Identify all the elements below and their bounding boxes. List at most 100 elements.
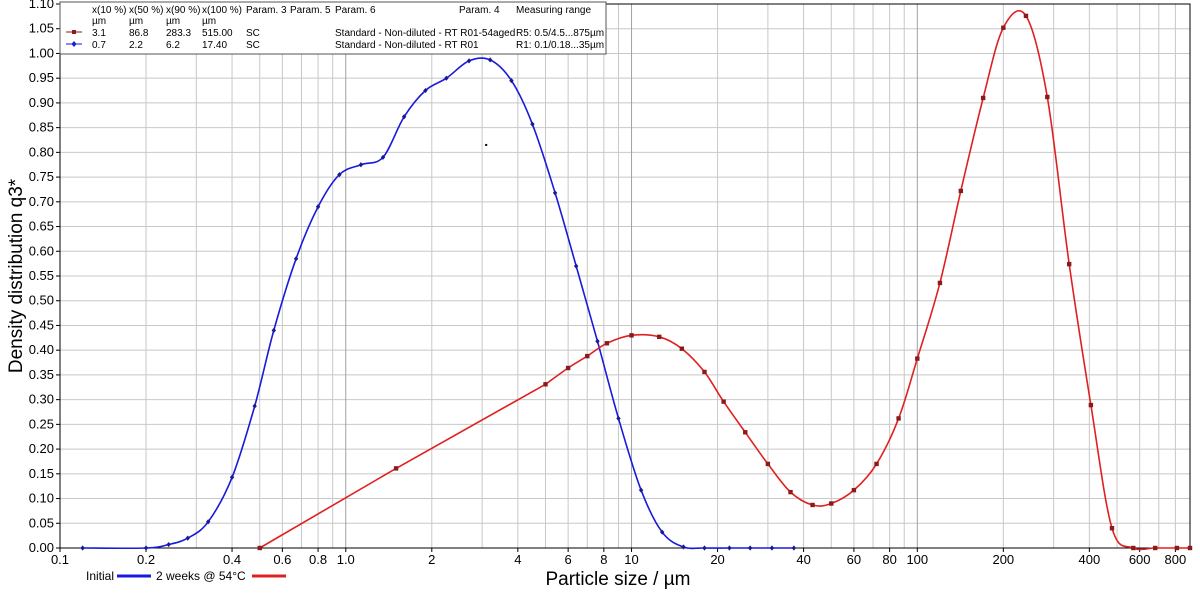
data-point-square [1153, 545, 1158, 551]
y-tick-label: 0.20 [29, 441, 54, 456]
data-point-square [958, 188, 964, 194]
data-point-diamond [380, 154, 386, 160]
data-point-square [543, 382, 548, 387]
data-point-diamond [595, 338, 600, 344]
data-point-square [1066, 261, 1072, 267]
data-point-square [788, 489, 793, 495]
table-legend-box [59, 1, 607, 55]
table-header-cell: Measuring range [516, 5, 591, 16]
x-tick-label: 600 [1129, 552, 1151, 567]
x-tick-label: 4 [514, 552, 521, 567]
y-axis-title: Density distribution q3* [6, 178, 27, 373]
data-point-square [1045, 94, 1050, 100]
table-header-cell: x(90 %) [166, 5, 200, 16]
data-point-square [657, 334, 662, 340]
y-tick-label: 0.30 [29, 392, 54, 407]
table-range-cell: R5: 0.5/4.5...875µm [516, 28, 604, 39]
table-header-cell: Param. 5 [290, 5, 331, 16]
table-header-cell: x(10 %) [92, 5, 126, 16]
x-tick-label: 1.0 [337, 552, 355, 567]
data-point-diamond [358, 162, 364, 168]
table-row-marker [72, 30, 76, 34]
x-tick-label: 400 [1079, 552, 1101, 567]
data-point-square [565, 365, 571, 371]
x-tick-label: 100 [906, 552, 928, 567]
table-value-cell: 2.2 [129, 40, 143, 51]
table-header-cell: x(50 %) [129, 5, 163, 16]
table-range-cell: R1: 0.1/0.18...35µm [516, 40, 604, 51]
data-point-diamond [552, 190, 558, 196]
data-point-diamond [727, 545, 732, 551]
x-axis-title: Particle size / µm [545, 569, 690, 590]
legend-label-initial: Initial [86, 569, 114, 583]
x-tick-label: 80 [882, 552, 896, 567]
data-point-diamond [530, 121, 535, 127]
data-point-square [629, 333, 634, 338]
table-unit-cell: µm [166, 16, 180, 27]
y-tick-label: 0.35 [29, 367, 54, 382]
data-point-diamond [252, 403, 257, 409]
data-point-square [743, 430, 748, 435]
y-tick-label: 0.60 [29, 243, 54, 258]
y-tick-label: 0.95 [29, 70, 54, 85]
data-point-diamond [166, 541, 171, 548]
data-point-diamond [205, 519, 211, 525]
y-tick-label: 0.70 [29, 194, 54, 209]
x-tick-label: 200 [992, 552, 1014, 567]
table-param4-cell: Standard - Non-diluted - RT R01 [335, 40, 479, 51]
data-point-diamond [791, 545, 797, 551]
legend-label-2weeks: 2 weeks @ 54°C [156, 569, 246, 583]
data-point-square [679, 346, 685, 351]
data-point-square [393, 466, 399, 471]
data-point-square [1131, 545, 1136, 551]
data-point-square [851, 487, 857, 493]
data-point-diamond [315, 204, 321, 210]
data-point-diamond [185, 535, 190, 541]
data-point-diamond [401, 114, 407, 120]
x-tick-label: 8 [600, 552, 607, 567]
x-tick-label: 0.8 [309, 552, 327, 567]
table-header-cell: Param. 3 [246, 5, 287, 16]
y-tick-label: 0.65 [29, 219, 54, 234]
x-tick-label: 20 [710, 552, 724, 567]
table-value-cell: 86.8 [129, 28, 149, 39]
table-param4-cell: Standard - Non-diluted - RT R01-54aged [335, 28, 515, 39]
data-point-diamond [466, 58, 472, 64]
data-point-square [1023, 13, 1029, 19]
x-ticks: 0.1 0.2 0.4 0.6 0.8 1.0 2 4 6 8 10 20 40 60 80 100 200 40… [51, 548, 1186, 567]
table-unit-cell: µm [129, 16, 143, 27]
data-point-diamond [681, 544, 686, 550]
x-tick-label: 10 [624, 552, 638, 567]
table-header-cell: Param. 4 [459, 5, 500, 16]
data-point-diamond [80, 545, 85, 551]
data-point-diamond [271, 327, 277, 333]
x-tick-label: 0.2 [137, 552, 155, 567]
table-header-cell: Param. 6 [335, 5, 376, 16]
x-tick-label: 60 [847, 552, 861, 567]
y-tick-label: 0.25 [29, 416, 54, 431]
data-point-diamond [293, 256, 299, 262]
data-point-diamond [747, 545, 753, 551]
table-value-cell: 17.40 [202, 40, 227, 51]
table-legend: x(10 %) x(50 %) x(90 %) x(100 %) Param. 3 Par… [59, 1, 607, 55]
x-tick-label: 6 [565, 552, 572, 567]
y-tick-label: 1.05 [29, 21, 54, 36]
series-layer [80, 10, 1193, 551]
data-point-square [721, 399, 726, 404]
data-point-diamond [702, 545, 707, 551]
data-point-square [604, 341, 610, 346]
data-point-square [585, 353, 590, 359]
y-tick-label: 0.55 [29, 268, 54, 283]
bottom-legend: Initial 2 weeks @ 54°C [86, 569, 286, 583]
x-tick-label: 0.1 [51, 552, 69, 567]
y-ticks: 0.00 0.05 0.10 0.15 0.20 0.25 0.30 0.35 0.40 0.45… [29, 0, 60, 555]
data-point-diamond [509, 78, 514, 84]
data-point-square [1109, 526, 1115, 531]
x-tick-label: 2 [428, 552, 435, 567]
table-value-cell: 3.1 [92, 28, 106, 39]
table-value-cell: SC [246, 28, 260, 39]
y-tick-label: 1.00 [29, 45, 54, 60]
data-point-diamond [337, 172, 342, 178]
data-point-square [702, 369, 707, 375]
